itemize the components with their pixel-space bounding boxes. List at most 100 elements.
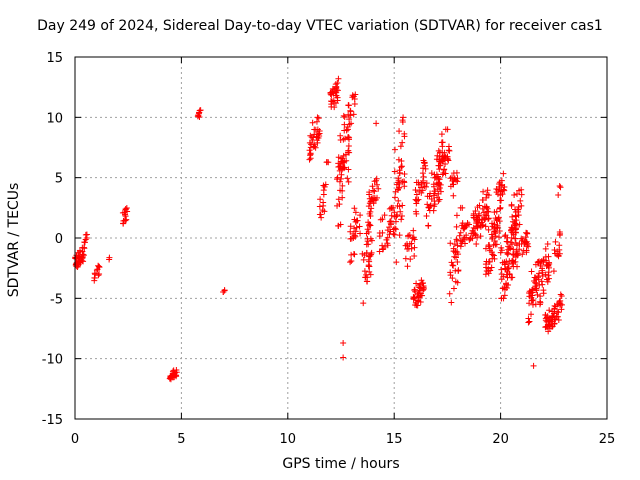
data-point <box>379 242 386 249</box>
data-point <box>341 121 348 128</box>
data-point <box>444 156 451 163</box>
data-point <box>396 170 403 177</box>
data-point <box>386 205 393 212</box>
data-point <box>426 207 433 214</box>
data-point <box>417 299 424 306</box>
data-point <box>442 161 449 168</box>
data-point <box>505 250 512 257</box>
data-point <box>91 270 98 277</box>
y-tick-label: 10 <box>46 111 63 126</box>
data-point <box>524 230 531 237</box>
data-point <box>495 214 502 221</box>
y-tick-label: -10 <box>42 353 63 368</box>
data-point <box>391 168 398 175</box>
data-point <box>393 259 400 266</box>
data-point <box>95 272 102 279</box>
data-point <box>558 293 565 300</box>
data-point <box>473 223 480 230</box>
data-point <box>501 233 508 240</box>
data-point <box>418 277 425 284</box>
data-point <box>384 227 391 234</box>
data-point <box>221 287 228 294</box>
data-point <box>497 192 504 199</box>
data-point <box>545 269 552 276</box>
data-point <box>79 257 86 264</box>
data-point <box>493 186 500 193</box>
data-point <box>328 92 335 99</box>
data-point <box>82 231 89 238</box>
data-point <box>539 267 546 274</box>
data-point <box>473 220 480 227</box>
data-point <box>461 222 468 229</box>
data-point <box>365 263 372 270</box>
data-point <box>341 164 348 171</box>
data-point <box>351 232 358 239</box>
data-point <box>537 293 544 300</box>
data-point <box>420 165 427 172</box>
data-point <box>436 153 443 160</box>
data-point <box>528 287 535 294</box>
data-point <box>338 171 345 178</box>
data-point <box>414 302 421 309</box>
data-point <box>426 193 433 200</box>
data-point <box>476 216 483 223</box>
data-point <box>351 216 358 223</box>
data-point <box>365 253 372 260</box>
data-point <box>398 212 405 219</box>
data-point <box>555 309 562 316</box>
data-point <box>361 268 368 275</box>
data-point <box>499 285 506 292</box>
data-point <box>502 280 509 287</box>
data-point <box>437 188 444 195</box>
data-point <box>310 141 317 148</box>
data-point <box>365 203 372 210</box>
y-tick-label: 0 <box>55 232 63 247</box>
data-point <box>317 196 324 203</box>
data-point <box>347 112 354 119</box>
data-point <box>543 262 550 269</box>
data-point <box>430 181 437 188</box>
data-point <box>81 245 88 252</box>
data-point <box>507 245 514 252</box>
data-point <box>497 204 504 211</box>
data-point <box>342 151 349 158</box>
data-point <box>352 209 359 216</box>
data-point <box>558 306 565 313</box>
data-point <box>479 222 486 229</box>
data-point <box>345 166 352 173</box>
data-point <box>555 191 562 198</box>
data-point <box>394 202 401 209</box>
data-point <box>347 223 354 230</box>
data-point <box>545 328 552 335</box>
data-point <box>348 120 355 127</box>
data-point <box>390 230 397 237</box>
data-point <box>506 258 513 265</box>
data-point <box>519 251 526 258</box>
data-point <box>369 183 376 190</box>
data-point <box>167 373 174 380</box>
data-point <box>364 278 371 285</box>
data-point <box>528 311 535 318</box>
data-point <box>346 116 353 123</box>
data-point <box>350 111 357 118</box>
data-point <box>123 216 130 223</box>
data-point <box>340 354 347 361</box>
data-point <box>395 156 402 163</box>
data-point <box>453 237 460 244</box>
data-point <box>526 300 533 307</box>
data-point <box>538 278 545 285</box>
data-point <box>411 294 418 301</box>
data-point <box>404 246 411 253</box>
data-point <box>557 291 564 298</box>
data-point <box>500 170 507 177</box>
data-point <box>529 286 536 293</box>
data-point <box>486 245 493 252</box>
data-point <box>423 180 430 187</box>
data-point <box>500 295 507 302</box>
data-point <box>307 150 314 157</box>
data-point <box>392 194 399 201</box>
data-point <box>345 147 352 154</box>
data-point <box>436 185 443 192</box>
data-point <box>414 291 421 298</box>
data-point <box>335 222 342 229</box>
